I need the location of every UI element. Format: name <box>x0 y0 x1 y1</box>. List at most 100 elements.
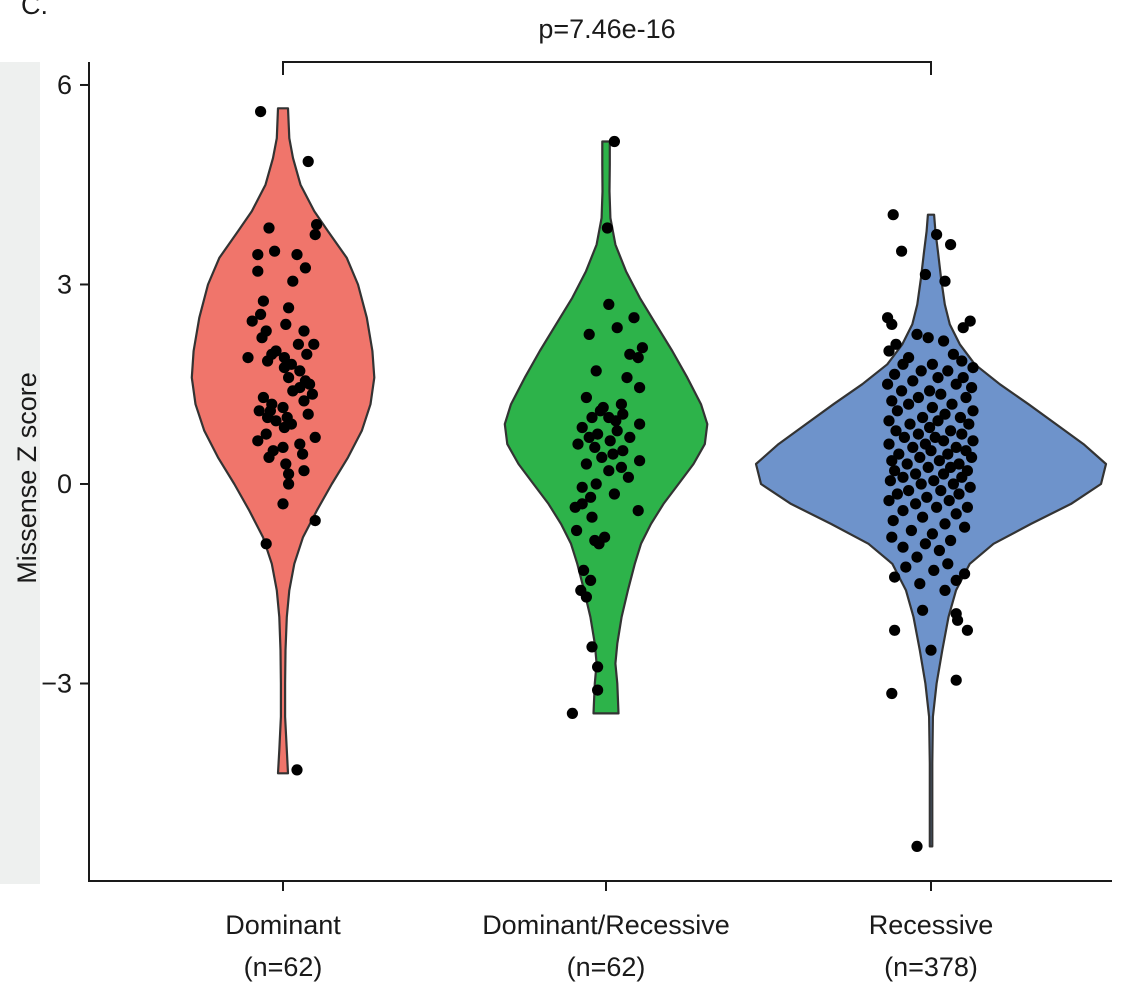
data-point <box>252 435 263 446</box>
data-point <box>303 409 314 420</box>
data-point <box>624 432 635 443</box>
data-point <box>311 219 322 230</box>
data-point <box>896 246 907 257</box>
bracket-line <box>283 62 931 75</box>
data-point <box>616 462 627 473</box>
data-point <box>911 841 922 852</box>
data-point <box>603 299 614 310</box>
data-point <box>958 322 969 333</box>
data-point <box>951 675 962 686</box>
data-point <box>952 615 963 626</box>
data-point <box>923 462 934 473</box>
data-point <box>913 392 924 403</box>
data-point <box>578 565 589 576</box>
data-point <box>255 106 266 117</box>
data-point <box>634 455 645 466</box>
data-point <box>300 262 311 273</box>
data-point <box>585 575 596 586</box>
data-point <box>948 478 959 489</box>
data-point <box>586 641 597 652</box>
data-point <box>586 412 597 423</box>
data-point <box>917 512 928 523</box>
data-point <box>603 465 614 476</box>
x-tick-label: Recessive <box>869 910 994 940</box>
data-point <box>886 532 897 543</box>
y-tick-label: 3 <box>57 269 72 299</box>
data-point <box>294 439 305 450</box>
data-point <box>252 249 263 260</box>
data-point <box>924 385 935 396</box>
data-point <box>263 452 274 463</box>
data-point <box>910 498 921 509</box>
data-point <box>944 495 955 506</box>
data-point <box>911 329 922 340</box>
data-point <box>612 425 623 436</box>
data-point <box>577 422 588 433</box>
significance-bracket: p=7.46e-16 <box>283 14 931 75</box>
data-point <box>570 502 581 513</box>
y-tick-label: 0 <box>57 469 72 499</box>
data-point <box>616 399 627 410</box>
data-point <box>591 365 602 376</box>
data-point <box>960 392 971 403</box>
y-ticks: 6 3 0 −3 <box>41 70 89 699</box>
data-point <box>967 405 978 416</box>
data-point <box>897 505 908 516</box>
data-point <box>634 382 645 393</box>
data-point <box>261 538 272 549</box>
p-value-label: p=7.46e-16 <box>538 14 675 44</box>
data-point <box>883 415 894 426</box>
data-point <box>959 522 970 533</box>
data-point <box>920 538 931 549</box>
data-point <box>602 222 613 233</box>
data-point <box>927 402 938 413</box>
data-point <box>889 572 900 583</box>
data-point <box>914 578 925 589</box>
x-ticks: Dominant(n=62)Dominant/Recessive(n=62)Re… <box>225 881 993 982</box>
data-point <box>592 661 603 672</box>
data-point <box>607 449 618 460</box>
data-point <box>935 485 946 496</box>
data-point <box>888 209 899 220</box>
data-point <box>917 412 928 423</box>
data-point <box>923 332 934 343</box>
data-point <box>310 432 321 443</box>
data-point <box>925 445 936 456</box>
data-point <box>966 382 977 393</box>
data-point <box>247 316 258 327</box>
data-point <box>628 312 639 323</box>
data-point <box>283 478 294 489</box>
data-point <box>572 439 583 450</box>
data-point <box>911 552 922 563</box>
data-point <box>617 445 628 456</box>
data-point <box>942 558 953 569</box>
data-point <box>592 685 603 696</box>
data-point <box>938 468 949 479</box>
data-point <box>928 565 939 576</box>
data-point <box>927 359 938 370</box>
data-point <box>951 575 962 586</box>
data-point <box>287 385 298 396</box>
data-point <box>623 472 634 483</box>
data-point <box>279 362 290 373</box>
data-point <box>258 296 269 307</box>
data-point <box>581 458 592 469</box>
data-point <box>931 229 942 240</box>
data-point <box>634 419 645 430</box>
data-point <box>956 355 967 366</box>
data-point <box>889 369 900 380</box>
data-point <box>967 362 978 373</box>
data-point <box>303 156 314 167</box>
data-point <box>280 319 291 330</box>
data-point <box>280 458 291 469</box>
data-point <box>591 478 602 489</box>
y-tick-label: 6 <box>57 70 72 100</box>
data-point <box>889 625 900 636</box>
data-point <box>900 562 911 573</box>
data-point <box>951 379 962 390</box>
data-point <box>934 545 945 556</box>
data-point <box>886 319 897 330</box>
data-point <box>935 389 946 400</box>
data-point <box>903 399 914 410</box>
data-point <box>308 339 319 350</box>
